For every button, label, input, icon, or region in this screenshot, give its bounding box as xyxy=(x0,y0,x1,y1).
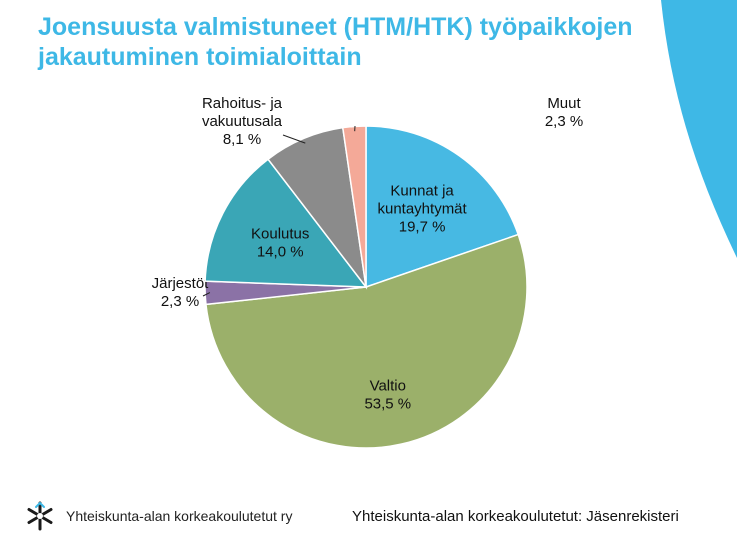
pie-slice-koulutus xyxy=(204,158,368,288)
slice-value-kunnat-ja: 19,7 % xyxy=(399,218,446,235)
slice-name-valtio: Valtio xyxy=(370,377,406,394)
source-note: Yhteiskunta-alan korkeakoulutetut: Jäsen… xyxy=(352,508,679,525)
slice-label-kunnat-ja: Kunnat ja kuntayhtymät 19,7 % xyxy=(377,182,467,235)
slice-label-rahoitus-ja: Rahoitus- ja vakuutusala 8,1 % xyxy=(202,95,283,148)
slice-name-kunnat-ja: kuntayhtymät xyxy=(377,200,467,217)
logo-text: Yhteiskunta-alan korkeakoulutetut ry xyxy=(66,508,293,524)
slice-label-jarjestot: Järjestöt 2,3 % xyxy=(152,275,210,310)
pie-chart: Kunnat ja kuntayhtymät 19,7 % Valtio 53,5 % J… xyxy=(152,95,583,449)
title-line-1: Joensuusta valmistuneet (HTM/HTK) työpai… xyxy=(38,13,633,41)
slice-value-jarjestot: 2,3 % xyxy=(161,293,199,310)
corner-decoration xyxy=(661,0,737,258)
leader-line-jarjestot xyxy=(202,292,211,297)
slice-name-jarjestot: Järjestöt xyxy=(152,275,210,292)
slice-value-muut: 2,3 % xyxy=(545,113,583,130)
slice-name-rahoitus-ja: Rahoitus- ja xyxy=(202,95,283,112)
slice-name-kunnat-ja: Kunnat ja xyxy=(390,182,454,199)
pie-slice-kunnat-ja xyxy=(365,125,520,289)
page-title: Joensuusta valmistuneet (HTM/HTK) työpai… xyxy=(38,12,678,72)
slice-name-koulutus: Koulutus xyxy=(251,226,309,243)
slice-label-muut: Muut 2,3 % xyxy=(545,95,583,130)
slice-name-muut: Muut xyxy=(547,95,581,112)
pie-slice-valtio xyxy=(205,233,528,449)
slice-label-koulutus: Koulutus 14,0 % xyxy=(251,226,309,261)
slice-label-valtio: Valtio 53,5 % xyxy=(364,377,411,412)
leader-line-rahoitus-ja xyxy=(282,134,306,144)
slice-name-rahoitus-ja: vakuutusala xyxy=(202,113,283,130)
pie-slice-muut xyxy=(341,125,367,288)
slice-value-valtio: 53,5 % xyxy=(364,395,411,412)
organization-logo: Yhteiskunta-alan korkeakoulutetut ry xyxy=(24,499,292,533)
slice-value-rahoitus-ja: 8,1 % xyxy=(223,131,261,148)
slice-value-koulutus: 14,0 % xyxy=(257,244,304,261)
title-line-2: jakautuminen toimialoittain xyxy=(38,43,362,71)
snowflake-logo-icon xyxy=(27,501,53,531)
